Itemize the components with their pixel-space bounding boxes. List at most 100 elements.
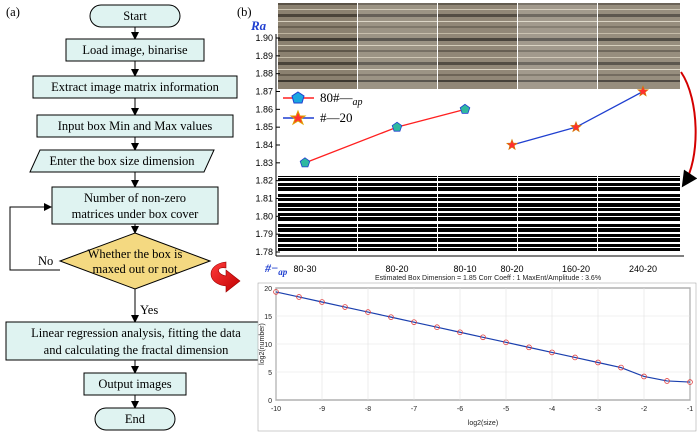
count-nonzero-label-2: matrices under box cover — [72, 207, 200, 221]
ra-y-ticks: 1.90 1.89 1.88 1.87 1.86 1.85 1.84 1.83 1.82 1.81… — [255, 33, 280, 257]
ra-xtick-label: 80-20 — [500, 264, 523, 274]
ra-xtick-label: 160-20 — [562, 264, 590, 274]
fractal-point — [457, 329, 463, 336]
yes-branch-label: Yes — [140, 303, 158, 317]
binary-photo-5 — [598, 176, 680, 254]
fractal-plot: Estimated Box Dimension = 1.85 Corr Coef… — [257, 275, 697, 432]
count-nonzero-node — [51, 186, 219, 225]
no-branch-label: No — [38, 254, 53, 268]
binary-photo-4 — [518, 176, 597, 254]
fractal-grid — [275, 287, 691, 401]
fractal-xtick-label: -1 — [687, 406, 693, 413]
fractal-point — [480, 334, 486, 341]
end-label: End — [125, 412, 146, 426]
extract-matrix-label: Extract image matrix information — [51, 80, 219, 94]
linear-regression-label-2: and calculating the fractal dimension — [44, 343, 229, 357]
no-loop-arrow — [9, 203, 60, 271]
binary-photo-2 — [358, 176, 437, 254]
input-box-label: Input box Min and Max values — [58, 119, 213, 133]
fractal-point — [388, 314, 394, 320]
fractal-point — [503, 339, 509, 346]
ra-ytick-label: 1.88 — [255, 69, 273, 79]
fractal-ytick-label: 10 — [264, 342, 272, 349]
start-label: Start — [123, 9, 147, 23]
fractal-point — [641, 373, 647, 380]
fractal-point — [572, 354, 578, 361]
fractal-y-label: log2(number) — [259, 323, 266, 365]
fractal-point — [595, 359, 601, 366]
ra-ytick-label: 1.79 — [255, 229, 273, 239]
fractal-point — [411, 319, 417, 325]
ra-point-pentagon — [459, 103, 471, 114]
fractal-point — [434, 324, 440, 331]
fractal-ticks: -10 -9 -8 -7 -6 -5 -4 -3 -2 -1 20 15 10 5 0 — [264, 286, 693, 413]
ra-point-star — [569, 120, 583, 133]
fractal-point — [526, 344, 532, 351]
ra-ytick-label: 1.82 — [255, 176, 273, 186]
fractal-xtick-label: -2 — [641, 406, 647, 413]
panel-b-label: (b) — [237, 5, 252, 19]
fractal-xtick-label: -7 — [411, 406, 417, 413]
surface-photo-4 — [518, 3, 597, 89]
fractal-xtick-label: -10 — [271, 406, 281, 413]
fractal-point — [365, 309, 371, 315]
ra-ytick-label: 1.81 — [255, 194, 273, 204]
fractal-x-label: log2(size) — [468, 420, 498, 427]
fractal-xtick-label: -3 — [595, 406, 601, 413]
ra-point-star — [505, 138, 519, 151]
binary-photos-row — [278, 176, 680, 254]
fractal-xtick-label: -9 — [319, 406, 325, 413]
fractal-xtick-label: -8 — [365, 406, 371, 413]
ra-ytick-label: 1.86 — [255, 104, 273, 114]
enter-box-size-label: Enter the box size dimension — [49, 154, 195, 168]
ra-xtick-label: 80-10 — [453, 264, 476, 274]
red-curved-arrow-icon — [210, 261, 241, 293]
fractal-xtick-label: -5 — [503, 406, 509, 413]
end-node — [94, 407, 176, 431]
legend-pentagon-icon — [291, 91, 305, 104]
fractal-point — [664, 378, 670, 384]
fractal-point — [618, 364, 624, 371]
fractal-series — [273, 289, 693, 385]
fractal-point — [273, 289, 279, 295]
ra-series-layer — [299, 85, 650, 168]
fractal-ytick-label: 20 — [264, 286, 272, 293]
ra-point-pentagon — [299, 157, 311, 168]
ra-ytick-label: 1.87 — [255, 87, 273, 97]
ra-ytick-label: 1.80 — [255, 211, 273, 221]
ra-ytick-label: 1.89 — [255, 51, 273, 61]
surface-photo-3 — [438, 3, 517, 89]
load-image-label: Load image, binarise — [82, 43, 188, 57]
surface-photo-1 — [278, 3, 357, 89]
ra-xtick-label: 80-20 — [385, 264, 408, 274]
panel-a-label: (a) — [6, 5, 20, 19]
ra-axis-label: Ra — [250, 18, 267, 33]
surface-photo-2 — [358, 3, 437, 89]
flowchart-panel: (a) Start Load image, binarise Extract i… — [5, 4, 267, 431]
legend-text-2: #—20 — [320, 110, 353, 125]
output-images-label: Output images — [98, 377, 171, 391]
right-curved-arrow-icon — [680, 71, 698, 188]
fractal-ytick-label: 0 — [268, 398, 272, 405]
fractal-point — [687, 379, 693, 385]
fractal-info-text: Estimated Box Dimension = 1.85 Corr Coef… — [375, 275, 601, 282]
ra-ytick-label: 1.90 — [255, 33, 273, 43]
fractal-point — [342, 304, 348, 310]
fractal-ytick-label: 5 — [268, 370, 272, 377]
ra-point-pentagon — [391, 121, 403, 132]
ra-x-ticks: 80-30 80-20 80-10 80-20 160-20 240-20 — [293, 264, 657, 274]
fractal-point — [319, 299, 325, 305]
ra-legend: 80#—ap #—20 — [283, 90, 363, 126]
fractal-xtick-label: -4 — [549, 406, 555, 413]
surface-photos-row — [278, 3, 680, 89]
linear-regression-label-1: Linear regression analysis, fitting the … — [31, 326, 241, 340]
ra-ytick-label: 1.85 — [255, 122, 273, 132]
ra-ytick-label: 1.78 — [255, 247, 273, 257]
legend-text-1: 80#—ap — [320, 90, 363, 108]
binary-photo-1 — [278, 176, 357, 254]
decision-label-1: Whether the box is — [88, 247, 183, 261]
ra-ytick-label: 1.84 — [255, 140, 273, 150]
ra-ytick-label: 1.83 — [255, 158, 273, 168]
surface-photo-5 — [598, 3, 680, 89]
